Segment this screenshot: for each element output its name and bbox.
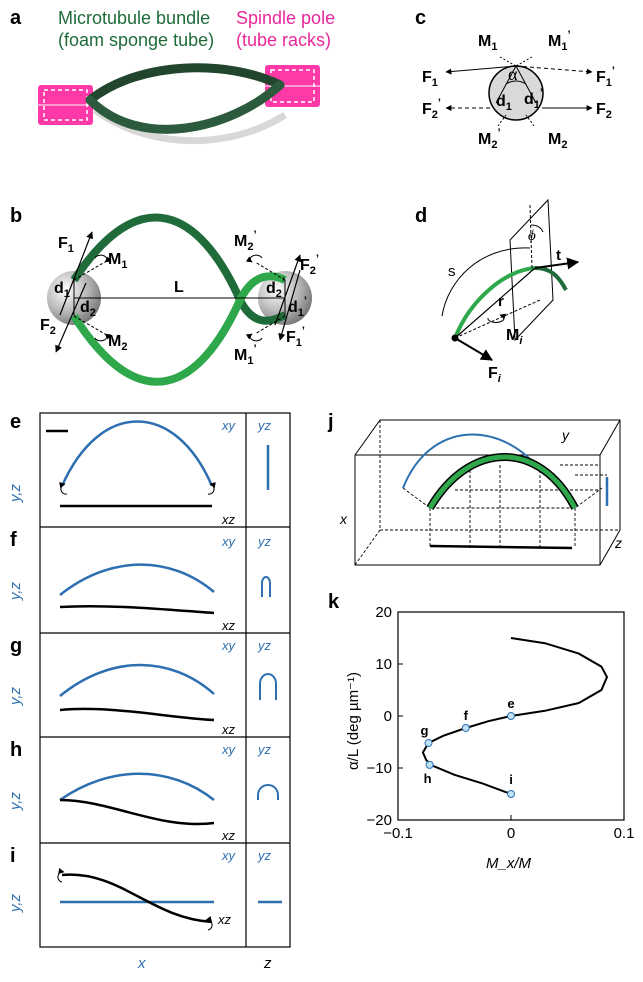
pole-label-line1: Spindle pole (236, 8, 335, 28)
bundle-label-line2: (foam sponge tube) (58, 30, 214, 50)
photo-model (38, 63, 320, 145)
left-rack-icon (38, 85, 93, 125)
sponge-tube-upper (85, 63, 285, 105)
panel-label-a: a (10, 7, 22, 29)
sponge-tube-lower (85, 80, 285, 134)
pole-label-line2: (tube racks) (236, 30, 331, 50)
bundle-label-line1: Microtubule bundle (58, 8, 210, 28)
